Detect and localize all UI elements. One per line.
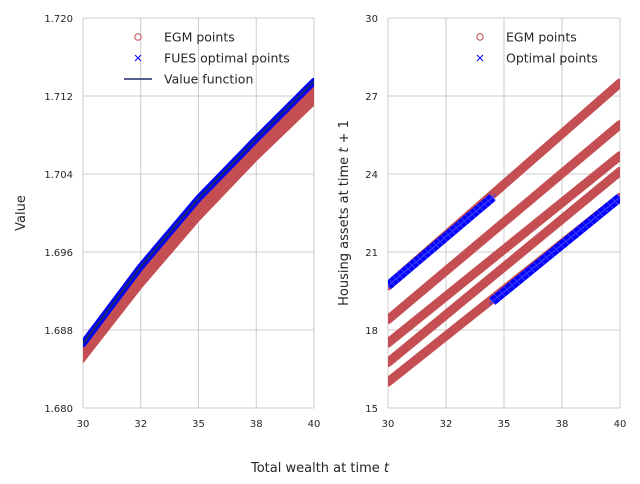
optimal-point-marker [557,242,565,249]
y-tick-label: 1.688 [44,326,73,337]
left-y-axis-label: Value [14,195,29,231]
left-panel: 30 32 35 38 40 1.680 1.688 1.696 1.704 1.712 1.720… [14,14,320,430]
right-panel: 30 32 35 38 40 15 18 21 24 27 30 Housing assets at … [337,14,626,430]
optimal-point-marker [562,238,570,245]
optimal-point-marker [611,198,619,205]
y-tick-label: 1.720 [44,14,73,25]
y-tick-label: 18 [365,326,378,337]
x-tick-label: 38 [250,419,263,430]
y-tick-label: 27 [365,92,378,103]
x-tick-label: 30 [382,419,395,430]
y-tick-label: 21 [365,248,378,259]
legend-circle-marker [476,33,484,41]
y-tick-label: 1.680 [44,404,73,415]
shared-x-axis-label: Total wealth at time t [250,461,390,476]
optimal-point-marker [597,210,604,217]
x-tick-label: 40 [614,419,627,430]
optimal-point-marker [606,202,614,209]
value-function-line [83,80,314,345]
optimal-point-marker [533,262,540,269]
right-legend: EGM points Optimal points [476,30,598,66]
legend-label: FUES optimal points [164,51,290,66]
optimal-point-marker [513,278,521,285]
x-tick-label: 30 [77,419,90,430]
optimal-point-marker [592,214,599,221]
right-grid [387,17,621,409]
optimal-point-marker [577,226,585,233]
right-plot-area [388,78,620,387]
optimal-point-marker [508,282,516,289]
x-tick-label: 35 [192,419,205,430]
optimal-point-marker [528,266,536,273]
optimal-point-marker [587,218,594,225]
y-tick-label: 30 [365,14,378,25]
legend-x-marker [134,54,142,62]
legend-x-marker [476,54,484,62]
egm-points-line [388,151,620,348]
left-plot-area [83,77,314,363]
optimal-point-marker [616,194,620,201]
legend-circle-marker [134,33,142,41]
legend-label: Optimal points [506,51,598,66]
optimal-point-marker [601,206,609,213]
optimal-point-marker [518,274,526,281]
optimal-point-marker [489,298,496,305]
x-tick-label: 32 [440,419,453,430]
optimal-point-marker [503,286,511,293]
optimal-point-marker [543,254,550,261]
x-tick-label: 38 [556,419,569,430]
x-tick-label: 32 [134,419,147,430]
optimal-point-marker [489,194,496,201]
left-legend: EGM points FUES optimal points Value funct… [124,30,290,87]
optimal-point-marker [552,246,560,253]
x-tick-label: 35 [498,419,511,430]
legend-label: EGM points [506,30,577,45]
optimal-point-marker [572,230,580,237]
optimal-point-marker [523,270,531,277]
legend-label: Value function [164,72,253,87]
egm-points-line [388,166,620,367]
y-tick-label: 24 [365,170,378,181]
optimal-point-marker [547,250,555,257]
optimal-point-marker [582,222,589,229]
y-tick-label: 15 [365,404,378,415]
optimal-point-marker [498,290,506,297]
y-tick-label: 1.712 [44,92,73,103]
optimal-point-marker [538,258,545,265]
optimal-point-marker [493,294,501,301]
optimal-point-marker [567,234,575,241]
right-y-axis-label: Housing assets at time t + 1 [337,120,352,306]
legend-label: EGM points [164,30,235,45]
y-tick-label: 1.704 [44,170,73,181]
y-tick-label: 1.696 [44,248,73,259]
egm-points-line [388,120,620,325]
x-tick-label: 40 [308,419,321,430]
